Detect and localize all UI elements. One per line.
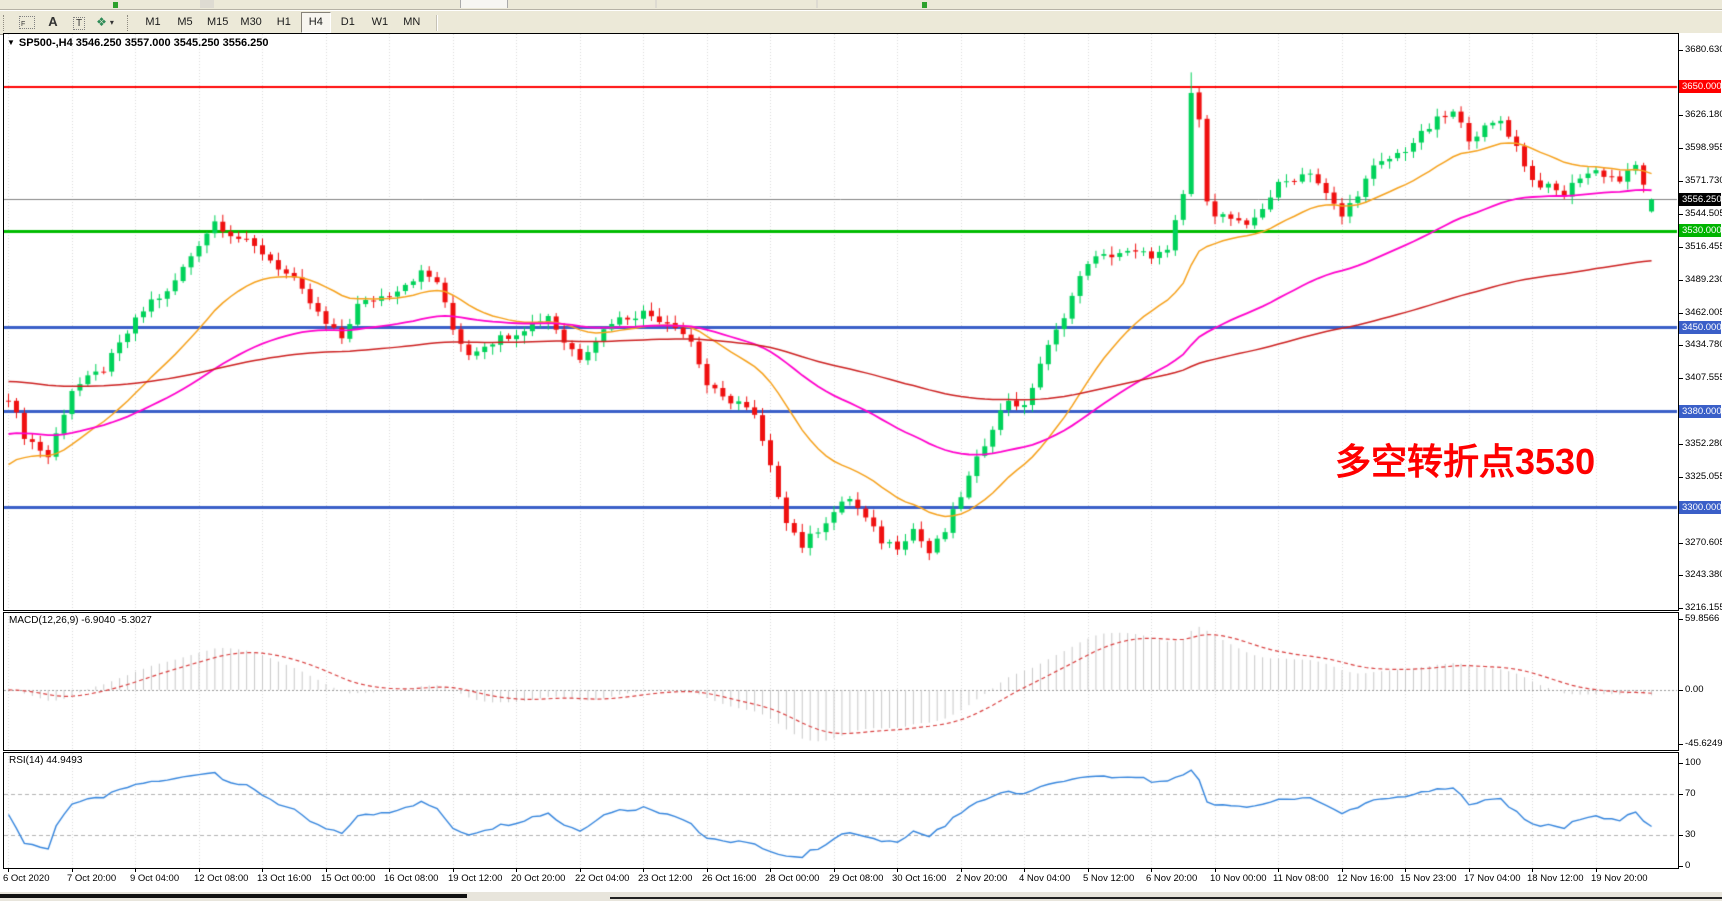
price-axis[interactable] xyxy=(1679,33,1722,869)
timeframe-m30[interactable]: M30 xyxy=(240,16,262,28)
timeframe-h4[interactable]: H4 xyxy=(300,12,331,33)
rsi-canvas[interactable] xyxy=(4,753,1678,868)
macd-indicator-label: MACD(12,26,9) -6.9040 -5.3027 xyxy=(9,615,152,626)
trend-note-annotation[interactable]: 多空转折点3530 xyxy=(1335,441,1596,482)
time-axis[interactable] xyxy=(3,869,1679,890)
arrow-text-icon[interactable]: A xyxy=(48,14,58,29)
ohlc-values: 3546.250 3557.000 3545.250 3556.250 xyxy=(75,37,269,49)
toolbar-separator xyxy=(655,0,657,8)
dropdown-caret-icon: ▾ xyxy=(109,17,114,27)
chart-ohlc-header[interactable]: ▼ SP500-,H4 3546.250 3557.000 3545.250 35… xyxy=(7,37,269,49)
timeframe-w1[interactable]: W1 xyxy=(371,16,389,28)
object-style-icon[interactable]: ❖ ▾ xyxy=(96,15,114,29)
macd-canvas[interactable] xyxy=(4,613,1678,750)
timeframe-group: M1 M5 M15 M30 H1 H4 D1 W1 MN xyxy=(137,12,428,33)
clipped-pressed-button xyxy=(460,0,508,8)
clipped-green-icon xyxy=(922,2,927,8)
rsi-panel xyxy=(3,752,1679,869)
horizontal-scrollbar xyxy=(0,891,1722,901)
toolbar-drag-handle[interactable] xyxy=(127,14,131,31)
clipped-button xyxy=(200,0,214,8)
price-chart-canvas[interactable] xyxy=(4,34,1678,610)
rsi-indicator-label: RSI(14) 44.9493 xyxy=(9,755,83,766)
toolbar: F A T ❖ ▾ M1 M5 M15 M30 H1 H4 D1 W1 MN xyxy=(0,10,1722,35)
toolbar-separator xyxy=(435,14,438,31)
timeframe-m5[interactable]: M5 xyxy=(177,16,193,28)
symbol-period-label: SP500-,H4 xyxy=(18,37,73,49)
timeframe-d1[interactable]: D1 xyxy=(340,16,355,28)
scrollbar-track-line xyxy=(610,897,1722,899)
clipped-upper-toolbar xyxy=(0,0,1722,10)
toolbar-separator xyxy=(816,0,818,8)
clipped-green-icon xyxy=(113,2,118,8)
macd-panel xyxy=(3,612,1679,751)
price-chart-panel xyxy=(3,33,1679,611)
drawing-tools-group: F A T ❖ ▾ xyxy=(13,11,117,34)
timeframe-m15[interactable]: M15 xyxy=(207,16,229,28)
symbol-dropdown-icon[interactable]: ▼ xyxy=(7,38,15,47)
snap-frame-icon[interactable]: F xyxy=(15,12,39,33)
timeframe-mn[interactable]: MN xyxy=(403,16,421,28)
scrollbar-thumb[interactable] xyxy=(0,894,467,898)
text-label-icon[interactable]: T xyxy=(67,13,91,34)
toolbar-drag-handle[interactable] xyxy=(3,14,7,31)
timeframe-h1[interactable]: H1 xyxy=(276,16,291,28)
timeframe-m1[interactable]: M1 xyxy=(145,16,161,28)
